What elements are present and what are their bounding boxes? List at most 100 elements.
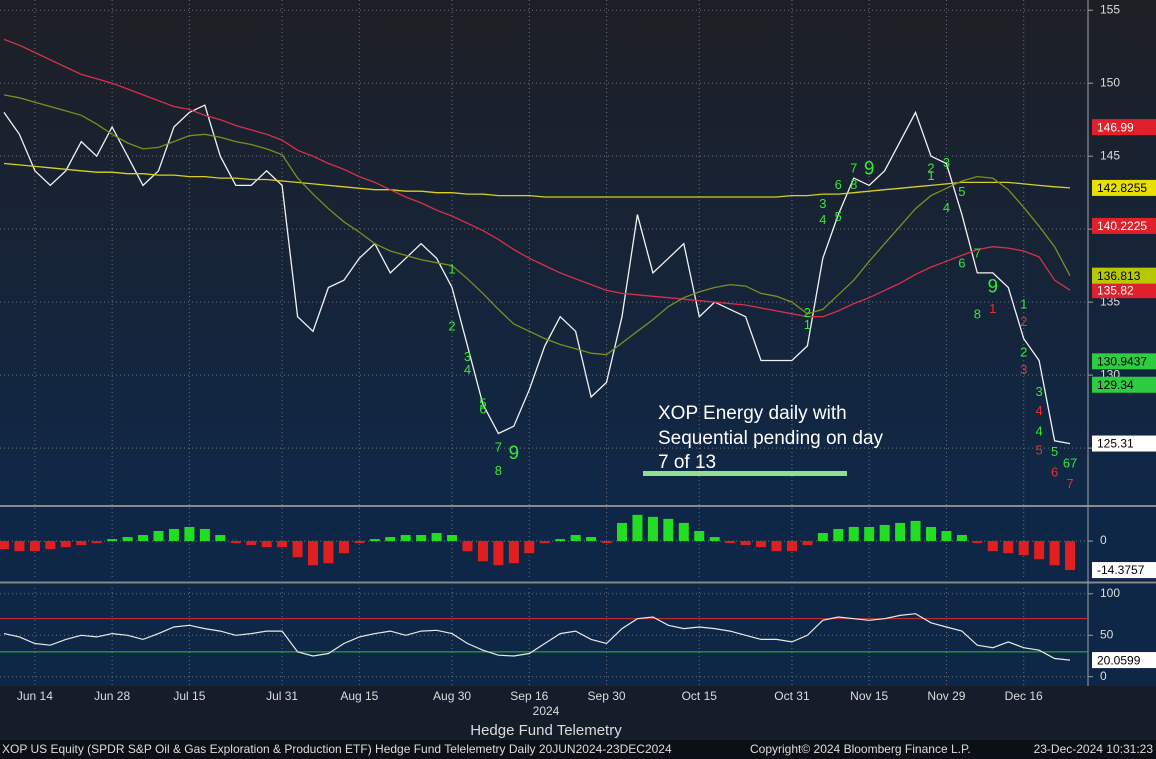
histogram-bar xyxy=(833,528,844,542)
td-count: 6 xyxy=(958,256,965,271)
histogram-bar xyxy=(1065,541,1076,571)
annotation-line: 7 of 13 xyxy=(658,452,716,473)
histogram-bar xyxy=(14,541,25,552)
x-tick-label: Sep 30 xyxy=(588,689,626,703)
y-tick-label: 150 xyxy=(1100,75,1120,89)
histogram-bar xyxy=(617,522,627,542)
td-count: 5 xyxy=(958,184,965,199)
histogram-bar xyxy=(323,541,334,564)
y-tick-label: 0 xyxy=(1100,533,1107,547)
histogram-bar xyxy=(570,535,581,542)
td-count: 3 xyxy=(1036,384,1043,399)
histogram-bar xyxy=(0,541,9,550)
value-label-box xyxy=(1092,376,1156,393)
histogram-bar xyxy=(895,522,906,542)
td-count: 3 xyxy=(819,196,826,211)
histogram-bar xyxy=(400,535,411,542)
histogram-bar xyxy=(122,537,133,542)
td-count: 8 xyxy=(850,177,857,192)
histogram-bar xyxy=(447,535,458,542)
histogram-bar xyxy=(215,535,226,542)
histogram-panel xyxy=(0,507,1156,581)
histogram-bar xyxy=(308,541,318,566)
histogram-bar xyxy=(199,528,210,542)
value-label: 130.9437 xyxy=(1097,354,1147,368)
histogram-bar xyxy=(477,541,488,562)
td-count: 2 xyxy=(448,318,455,333)
td-count: 4 xyxy=(943,200,950,215)
y-tick-label: 145 xyxy=(1100,148,1120,162)
td-count: 2 xyxy=(927,161,934,176)
td-count: 1 xyxy=(989,301,996,316)
annotation-line: XOP Energy daily with xyxy=(658,403,847,424)
value-label: 135.82 xyxy=(1097,283,1134,297)
histogram-bar xyxy=(246,541,257,546)
td-count: 8 xyxy=(974,307,981,322)
td-count: 1 xyxy=(1020,296,1027,311)
value-label: 136.813 xyxy=(1097,269,1141,283)
td-count: 9 xyxy=(864,158,875,179)
td-count: 4 xyxy=(819,212,826,227)
td-count: 67 xyxy=(1063,456,1077,471)
x-axis-area xyxy=(0,686,1156,740)
oscillator-panel xyxy=(0,584,1156,686)
year-label: 2024 xyxy=(533,704,560,718)
histogram-bar xyxy=(725,541,736,544)
td-count: 7 xyxy=(1066,476,1073,491)
value-label-box xyxy=(1092,282,1156,299)
value-label-box xyxy=(1092,353,1156,370)
series-line xyxy=(3,94,1071,356)
histogram-bar xyxy=(45,541,56,550)
value-label: 129.34 xyxy=(1097,378,1134,392)
histogram-bar xyxy=(879,524,890,542)
histogram-bar xyxy=(987,541,998,552)
marks: Jun 14 Jun 28 Jul 15 Jul 31 Aug 15 Aug 30 Sep … xyxy=(0,0,1156,703)
histogram-bar xyxy=(338,541,349,554)
td-count: 5 xyxy=(1036,442,1043,457)
y-tick-label: 0 xyxy=(1100,669,1107,683)
histogram-bar xyxy=(756,541,767,548)
histogram-bar xyxy=(941,530,952,542)
x-tick-label: Aug 30 xyxy=(433,689,471,703)
x-tick-label: Oct 31 xyxy=(774,689,810,703)
y-tick-label: 100 xyxy=(1100,586,1120,600)
x-tick-label: Dec 16 xyxy=(1005,689,1043,703)
histogram-bar xyxy=(802,541,813,546)
td-count: 8 xyxy=(495,463,502,478)
histogram-bar xyxy=(709,537,720,542)
td-count: 3 xyxy=(943,155,950,170)
value-label-box xyxy=(1092,652,1156,669)
footer-timestamp: 23-Dec-2024 10:31:23 xyxy=(1034,742,1154,756)
histogram-bar xyxy=(864,526,875,542)
histogram-bar xyxy=(1003,541,1014,554)
x-tick-label: Sep 16 xyxy=(510,689,548,703)
histogram-bar xyxy=(230,541,241,544)
histogram-bar xyxy=(817,533,828,542)
histogram-bar xyxy=(153,530,164,542)
td-count: 5 xyxy=(1051,444,1058,459)
value-label-box xyxy=(1092,119,1156,136)
annotation-underline xyxy=(643,471,847,476)
footer-copyright: Copyright© 2024 Bloomberg Finance L.P. xyxy=(750,742,971,756)
histogram-bar xyxy=(107,539,118,542)
histogram-bar xyxy=(462,541,473,552)
histogram-bar xyxy=(431,533,442,542)
value-label: 140.2225 xyxy=(1097,219,1147,233)
x-tick-label: Nov 15 xyxy=(850,689,888,703)
value-label-box xyxy=(1092,562,1156,579)
x-tick-label: Jun 14 xyxy=(17,689,53,703)
histogram-bar xyxy=(1034,541,1045,560)
x-tick-label: Jul 31 xyxy=(266,689,298,703)
td-count: 2 xyxy=(1020,314,1027,329)
td-count: 3 xyxy=(1020,362,1027,377)
value-label: 20.0599 xyxy=(1097,653,1141,667)
td-count: 2 xyxy=(804,305,811,320)
x-tick-label: Nov 29 xyxy=(927,689,965,703)
histogram-bar xyxy=(632,514,643,542)
histogram-bar xyxy=(60,541,71,548)
series-line xyxy=(3,613,1071,661)
x-tick-label: Aug 15 xyxy=(340,689,378,703)
histogram-bar xyxy=(740,541,751,546)
td-count: 6 xyxy=(1051,464,1058,479)
